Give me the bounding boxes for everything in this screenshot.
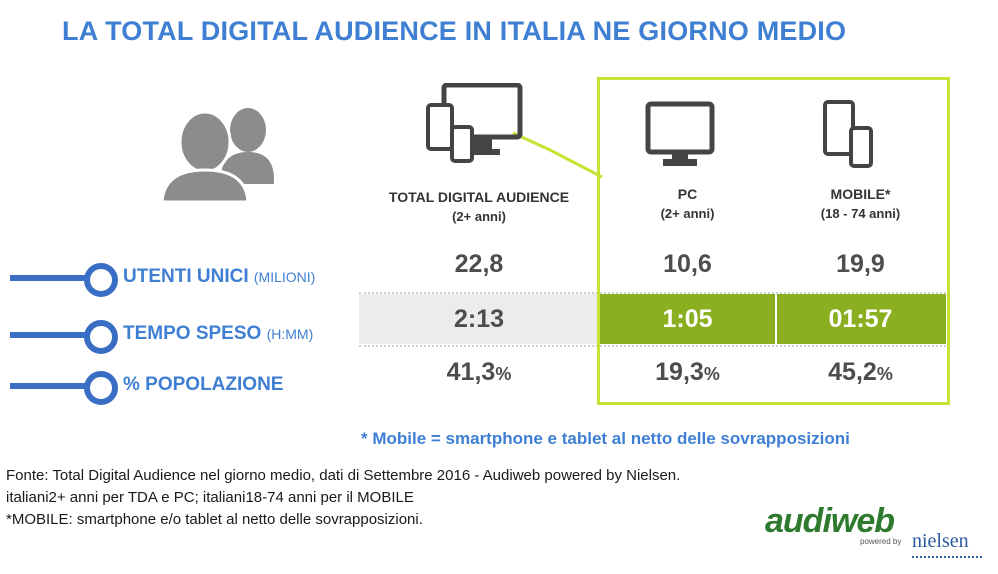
page-title: LA TOTAL DIGITAL AUDIENCE IN ITALIA NE G… [62,16,847,46]
label-bullet-circle [84,371,118,405]
value-utenti-tda: 22,8 [454,250,504,278]
frame-connector [512,131,603,179]
source-footnote: Fonte: Total Digital Audience nel giorno… [6,467,681,528]
mobile-devices-icon [823,100,873,168]
users-icon [160,108,274,204]
mobile-note: * Mobile = smartphone e tablet al netto … [361,429,850,448]
column-header-mobile: MOBILE* (18 - 74 anni) [820,186,901,221]
row-label-sub: (H:MM) [266,326,314,342]
value-tempo-mobile: 01:57 [828,305,893,333]
label-bullet-circle [84,263,118,297]
row-divider [359,292,946,294]
value-pop-pc: 19,3% [655,358,720,386]
value-utenti-pc: 10,6 [663,250,712,278]
powered-by-text: powered by [860,537,902,546]
value-pop-tda: 41,3% [446,358,512,386]
pc-mobile-frame [597,77,950,405]
monitor-icon [645,101,715,166]
label-connector-line [10,383,85,389]
value-utenti-mobile: 19,9 [836,250,885,278]
band-divider [775,294,777,344]
label-bullet-circle [84,320,118,354]
value-pop-mobile: 45,2% [828,358,893,386]
column-header-tda: TOTAL DIGITAL AUDIENCE (2+ anni) [388,189,570,224]
label-connector-line [10,332,85,338]
devices-icon [426,83,523,163]
label-connector-line [10,275,85,281]
row-label-text: TEMPO SPESO [123,323,262,344]
row-label-text: % POPOLAZIONE [123,374,284,395]
nielsen-logo: nielsen [912,530,969,552]
audiweb-logo: audiweb [765,502,895,540]
row-highlight-band [359,294,599,344]
row-label-sub: (MILIONI) [253,269,316,285]
column-header-pc: PC (2+ anni) [660,186,715,221]
row-label-text: UTENTI UNICI [123,266,249,287]
nielsen-dots [912,556,982,558]
row-divider [359,345,946,347]
value-tempo-tda: 2:13 [453,305,505,333]
row-highlight-band-green [600,294,946,344]
value-tempo-pc: 1:05 [662,305,713,333]
